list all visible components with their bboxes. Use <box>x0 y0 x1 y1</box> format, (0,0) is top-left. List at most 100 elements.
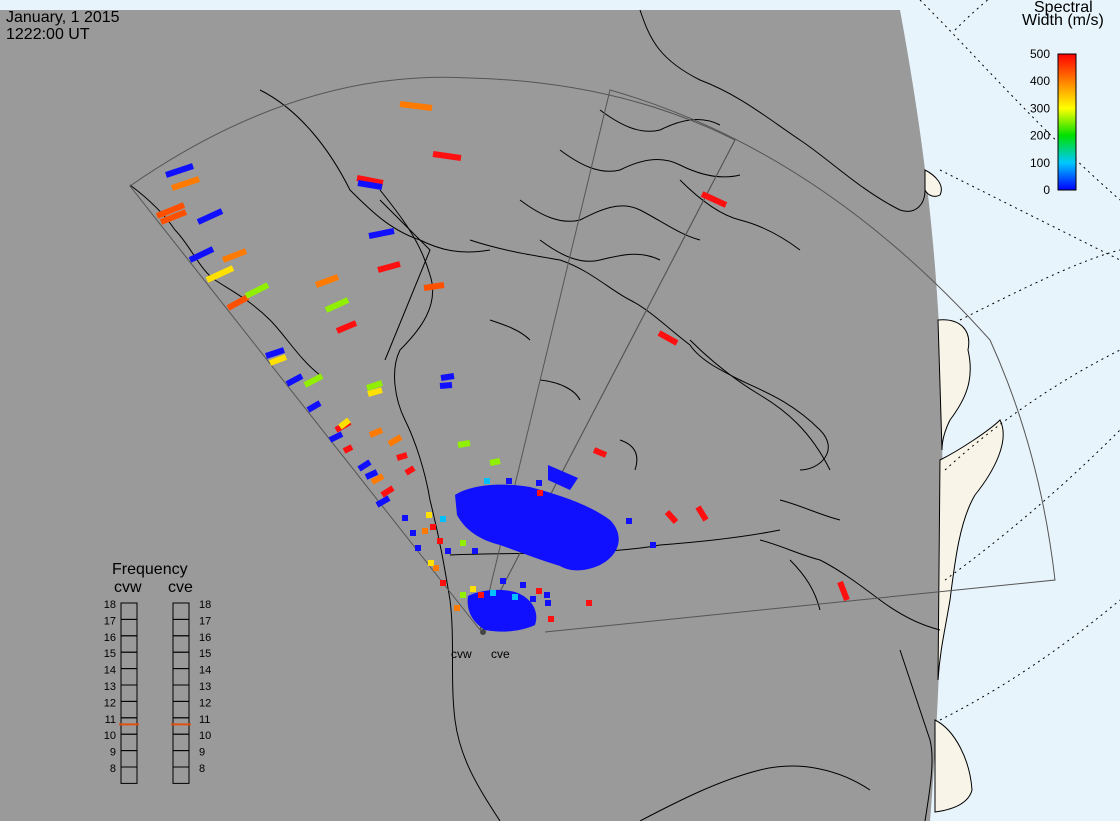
cell-bar-37 <box>396 452 408 461</box>
cell-bar-38 <box>342 444 354 454</box>
frequency-tick-left: 12 <box>104 697 116 709</box>
cell-bar-48 <box>664 509 679 525</box>
cell-bar-5 <box>165 163 194 178</box>
coastline-15 <box>899 649 933 822</box>
frequency-title: Frequency <box>112 561 188 578</box>
cell-dot-12 <box>460 540 466 546</box>
frequency-tick-right: 14 <box>199 665 211 677</box>
echo-mass-near-range <box>467 589 537 632</box>
cell-bar-20 <box>423 282 445 291</box>
cell-dot-35 <box>454 605 460 611</box>
frequency-cve-label: cve <box>168 579 193 596</box>
frequency-tick-left: 18 <box>104 599 116 611</box>
coastline-9 <box>599 109 721 132</box>
cell-bar-8 <box>159 209 188 225</box>
coastline-13 <box>779 499 841 521</box>
echo-mass-north <box>548 465 578 490</box>
coastline-11 <box>689 339 831 471</box>
frequency-tick-right: 10 <box>199 730 211 742</box>
coastline-17 <box>489 319 531 341</box>
radar-site-marker <box>480 629 486 635</box>
cell-bar-17 <box>314 274 340 288</box>
cell-bar-42 <box>375 495 391 508</box>
colorbar-title-line1: Spectral <box>1034 0 1093 16</box>
cell-dot-24 <box>478 592 484 598</box>
cell-bar-7 <box>155 202 186 219</box>
cell-dot-11 <box>428 560 434 566</box>
coastline-7 <box>539 239 661 262</box>
cell-bar-18 <box>324 297 350 313</box>
frequency-scale-cve-cell-11 <box>172 766 190 784</box>
cell-dot-32 <box>586 600 592 606</box>
cell-dot-1 <box>402 515 408 521</box>
cell-bar-44 <box>380 485 395 498</box>
cell-bar-28 <box>303 373 324 388</box>
station-label-cve: cve <box>491 647 510 661</box>
cell-dot-15 <box>506 478 512 484</box>
frequency-tick-right: 18 <box>199 599 211 611</box>
cell-bar-4 <box>357 180 383 190</box>
grid-line-6 <box>939 599 1120 721</box>
sunlit-land-labrador <box>937 319 971 451</box>
cell-bar-30 <box>367 387 383 397</box>
colorbar-tick: 100 <box>1030 156 1050 170</box>
cell-dot-23 <box>470 586 476 592</box>
cell-dot-20 <box>650 542 656 548</box>
cell-bar-22 <box>439 382 453 389</box>
coastline-10 <box>679 179 801 251</box>
cell-dot-29 <box>530 596 536 602</box>
cell-bar-21 <box>440 373 455 381</box>
cell-bar-47 <box>592 447 608 458</box>
grid-line-3 <box>959 249 1120 321</box>
cell-bar-14 <box>244 282 270 299</box>
cell-bar-2 <box>432 151 462 161</box>
colorbar-tick: 400 <box>1030 74 1050 88</box>
cell-dot-8 <box>445 548 451 554</box>
coastline-14 <box>789 559 821 611</box>
coastline-12 <box>759 539 941 631</box>
cell-bar-19 <box>335 320 358 334</box>
cell-dot-5 <box>430 524 436 530</box>
frequency-scale-cvw-cell-11 <box>120 766 138 784</box>
frequency-panel: 18 18 17 17 16 16 15 15 14 14 13 13 12 12 11 11 10 10 9 9 8 8 <box>104 599 211 784</box>
coastline-8 <box>559 149 741 178</box>
cell-dot-18 <box>626 518 632 524</box>
colorbar-tick: 200 <box>1030 129 1050 143</box>
cell-bar-11 <box>205 265 235 283</box>
cell-dot-9 <box>422 528 428 534</box>
coastline-5 <box>469 239 829 471</box>
cell-bar-46 <box>489 458 501 466</box>
frequency-tick-right: 15 <box>199 648 211 660</box>
grid-line-5 <box>944 429 1120 581</box>
spectral-width-cells <box>155 101 850 632</box>
colorbar-tick: 0 <box>1043 183 1050 197</box>
frequency-tick-left: 15 <box>104 648 116 660</box>
frequency-tick-left: 10 <box>104 730 116 742</box>
frequency-tick-right: 13 <box>199 681 211 693</box>
cell-bar-9 <box>196 208 224 225</box>
night-shading <box>0 10 943 821</box>
fov-cvw <box>129 76 736 631</box>
colorbar-tick: 500 <box>1030 47 1050 61</box>
coastline-16 <box>639 765 871 822</box>
cell-bar-16 <box>377 261 401 273</box>
cell-dot-7 <box>437 538 443 544</box>
coastlines <box>129 9 1004 822</box>
frequency-tick-right: 16 <box>199 632 211 644</box>
frequency-tick-left: 8 <box>110 763 116 775</box>
coastline-3 <box>379 189 501 822</box>
coastline-2 <box>259 89 491 253</box>
cell-bar-29 <box>366 380 383 391</box>
grid-line-2 <box>939 169 1120 261</box>
cell-bar-36 <box>387 434 403 447</box>
cell-dot-21 <box>440 580 446 586</box>
cell-bar-43 <box>404 465 416 476</box>
frequency-tick-right: 12 <box>199 697 211 709</box>
frequency-tick-left: 9 <box>110 747 116 759</box>
cell-bar-6 <box>171 176 200 191</box>
frequency-tick-left: 13 <box>104 681 116 693</box>
frequency-tick-right: 9 <box>199 747 205 759</box>
frequency-tick-left: 17 <box>104 615 116 627</box>
echo-mass-main <box>455 484 619 571</box>
frequency-tick-right: 11 <box>199 714 210 726</box>
